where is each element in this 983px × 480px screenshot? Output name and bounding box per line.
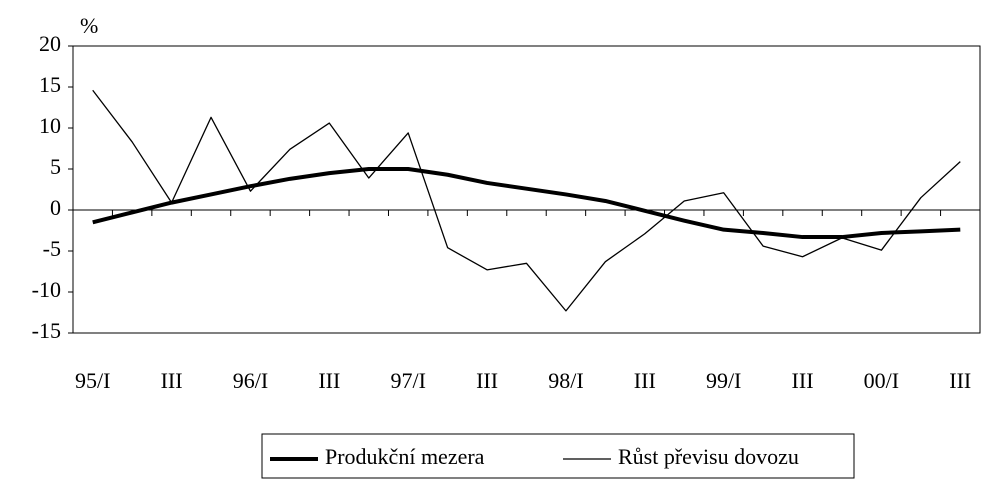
- x-tick-label: III: [792, 368, 814, 393]
- x-tick-label: III: [634, 368, 656, 393]
- y-tick-label: 20: [39, 31, 61, 56]
- y-tick-label: 0: [50, 195, 61, 220]
- y-tick-label: 15: [39, 72, 61, 97]
- y-tick-label: 10: [39, 113, 61, 138]
- legend-label: Růst převisu dovozu: [618, 444, 799, 469]
- legend-box: [261, 433, 855, 479]
- series-line: [92, 89, 961, 312]
- x-tick-label: 99/I: [706, 368, 741, 393]
- legend-label: Produkční mezera: [325, 444, 485, 469]
- x-tick-label: III: [318, 368, 340, 393]
- y-tick-label: -5: [43, 236, 61, 261]
- x-tick-label: 96/I: [233, 368, 268, 393]
- x-tick-label: 95/I: [75, 368, 110, 393]
- x-tick-label: III: [949, 368, 971, 393]
- x-tick-label: III: [161, 368, 183, 393]
- x-tick-label: 98/I: [548, 368, 583, 393]
- plot-frame: [72, 45, 981, 334]
- x-tick-label: 97/I: [390, 368, 425, 393]
- y-axis-label: %: [80, 13, 98, 38]
- x-tick-label: III: [476, 368, 498, 393]
- y-tick-label: -15: [32, 318, 61, 343]
- series-line: [92, 167, 961, 240]
- y-tick-label: -10: [32, 277, 61, 302]
- y-tick-label: 5: [50, 154, 61, 179]
- x-tick-label: 00/I: [864, 368, 899, 393]
